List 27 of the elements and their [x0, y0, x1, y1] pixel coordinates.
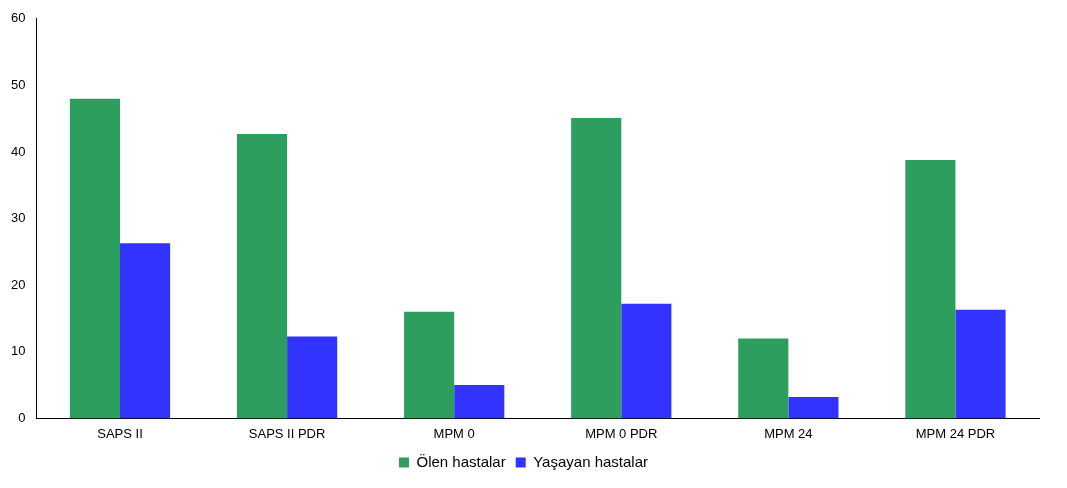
y-tick-label: 0	[18, 409, 26, 425]
x-tick-label: MPM 0 PDR	[585, 425, 658, 441]
x-tick-label: MPM 0	[433, 425, 475, 441]
bar	[955, 309, 1006, 419]
y-tick-label: 60	[10, 10, 26, 26]
y-tick-label: 50	[10, 76, 26, 92]
bar	[621, 303, 672, 419]
bar	[404, 311, 455, 419]
x-tick-label: SAPS II PDR	[248, 425, 326, 441]
bar	[69, 98, 121, 419]
y-tick-label: 20	[10, 276, 26, 292]
x-tick-label: MPM 24 PDR	[915, 425, 996, 441]
bar	[788, 397, 839, 419]
x-tick-label: SAPS II	[97, 425, 143, 441]
bar	[236, 134, 288, 419]
legend-label: Yaşayan hastalar	[533, 452, 649, 470]
y-tick-label: 30	[10, 210, 26, 226]
legend-label: Ölen hastalar	[416, 452, 506, 470]
x-tick-label: MPM 24	[764, 425, 813, 441]
bar	[905, 159, 956, 419]
bar	[120, 243, 171, 419]
bar	[571, 118, 622, 419]
bar	[454, 385, 505, 419]
bar	[738, 338, 789, 419]
y-tick-label: 40	[10, 143, 26, 159]
bar	[287, 336, 338, 419]
y-tick-label: 10	[10, 343, 26, 359]
